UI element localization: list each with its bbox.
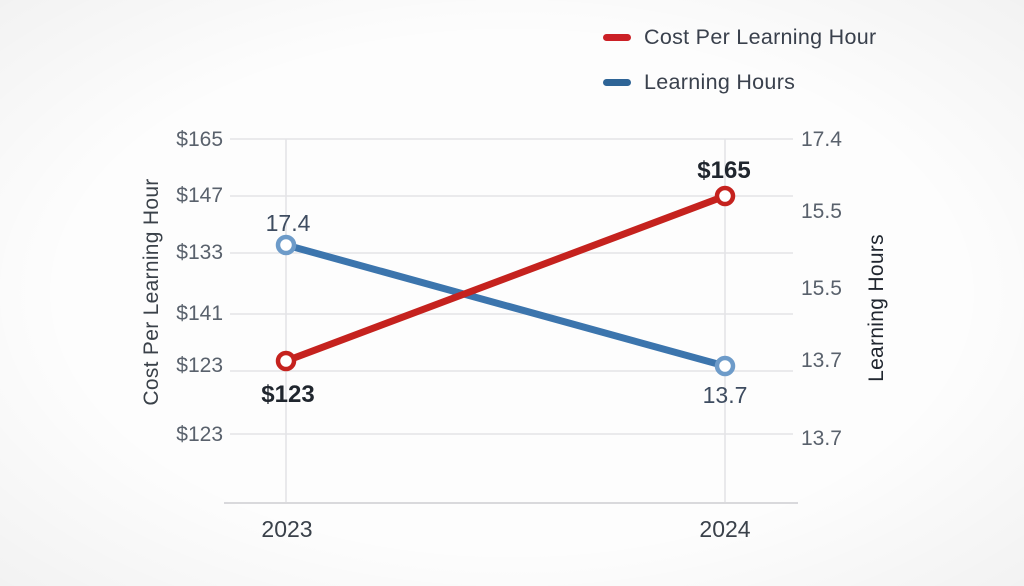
right-axis-tick-label: 13.7	[801, 427, 842, 450]
legend-dash-icon	[603, 33, 631, 41]
left-axis-tick-label: $123	[176, 423, 223, 446]
point-label-hours-2024: 13.7	[702, 382, 748, 408]
right-axis-tick-label: 13.7	[801, 349, 842, 372]
right-axis-tick-label: 15.5	[801, 277, 842, 300]
hours-point-marker	[275, 234, 297, 256]
chart-legend: Cost Per Learning Hour Learning Hours	[603, 23, 876, 113]
cost-line	[282, 192, 729, 365]
left-axis-tick-label: $147	[176, 184, 223, 207]
point-label-cost-2023: $123	[261, 381, 315, 408]
hours-point-marker	[714, 355, 736, 377]
right-axis-tick-label: 17.4	[801, 128, 842, 151]
point-label-cost-2024: $165	[697, 157, 751, 184]
legend-label: Cost Per Learning Hour	[644, 24, 877, 49]
left-axis-tick-label: $123	[176, 354, 223, 377]
left-axis-tick-label: $141	[176, 302, 223, 325]
legend-item-cost: Cost Per Learning Hour	[603, 23, 876, 51]
right-axis-title: Learning Hours	[865, 234, 888, 382]
cost-point-marker	[714, 185, 736, 207]
hours-line	[282, 241, 729, 370]
left-axis-tick-label: $133	[176, 241, 223, 264]
right-axis-tick-label: 15.5	[801, 200, 842, 223]
legend-item-hours: Learning Hours	[603, 68, 876, 96]
x-axis-label-2024: 2024	[699, 516, 751, 542]
legend-dash-icon	[603, 78, 631, 86]
point-label-hours-2023: 17.4	[265, 210, 311, 236]
cost-point-marker	[275, 350, 297, 372]
left-axis-tick-label: $165	[176, 128, 223, 151]
x-axis-label-2023: 2023	[261, 516, 313, 542]
legend-label: Learning Hours	[644, 69, 796, 94]
